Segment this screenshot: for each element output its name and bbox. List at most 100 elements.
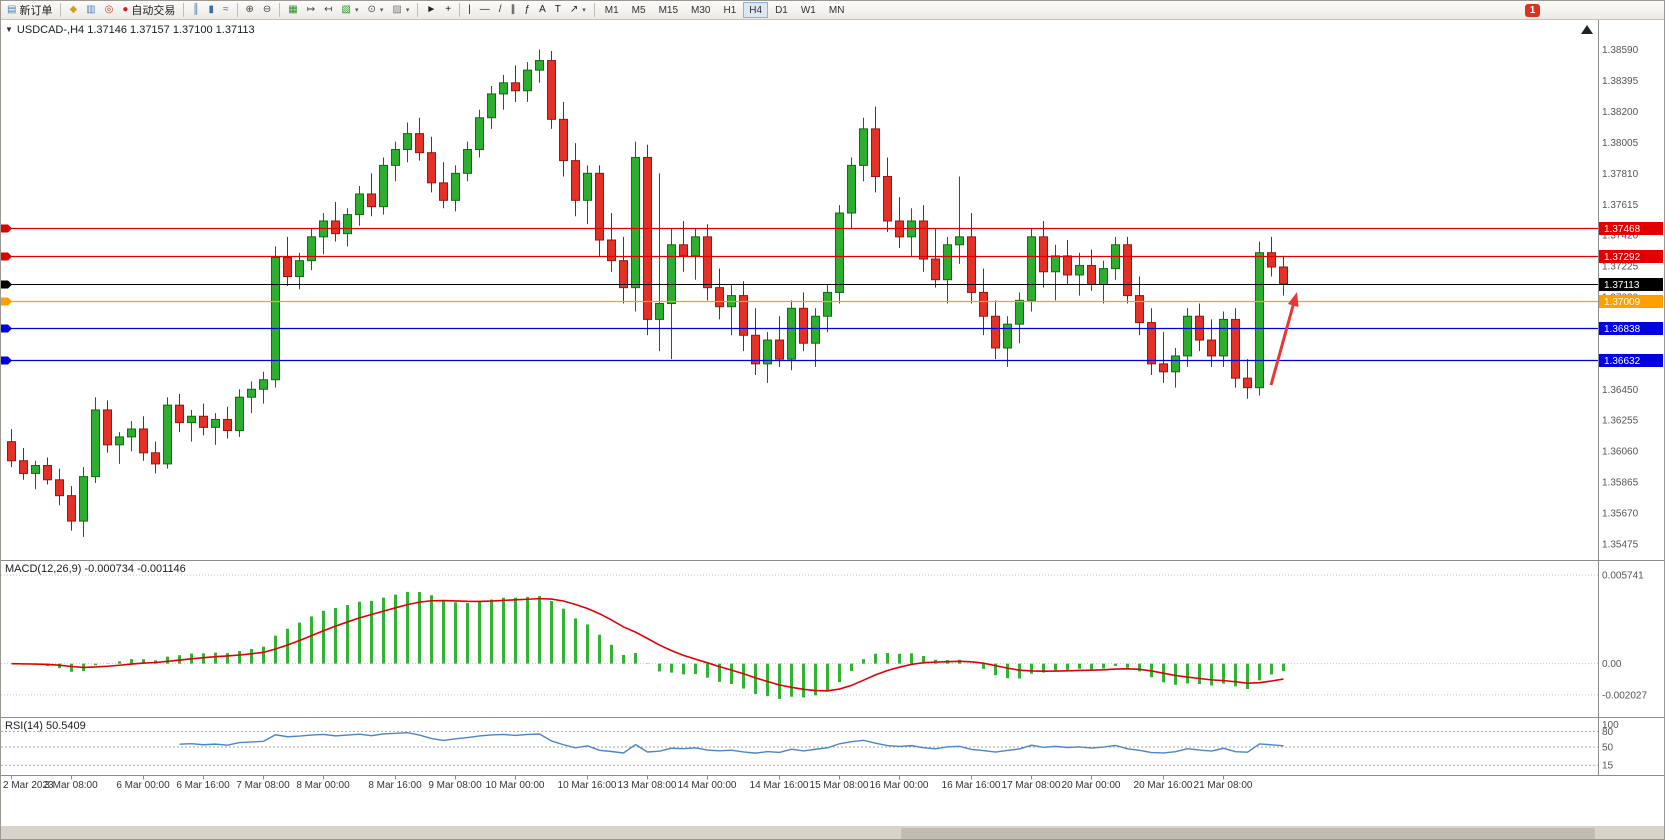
candle	[439, 182, 448, 201]
candle	[823, 291, 832, 317]
candle	[103, 409, 112, 446]
arrow-annotation[interactable]	[1269, 292, 1299, 386]
market-button[interactable]: ◆	[65, 2, 81, 18]
candlestick-button[interactable]: ▮	[204, 2, 218, 18]
channel-icon: ∥	[510, 4, 516, 15]
periods-button[interactable]: ⊙ ▾	[363, 2, 387, 18]
price-tag-label: 1.36838	[1604, 324, 1641, 335]
timeframe-m1[interactable]: M1	[599, 2, 625, 18]
svg-text:1.37420: 1.37420	[1602, 231, 1639, 242]
candle	[1039, 236, 1048, 273]
candle	[739, 295, 748, 336]
text-button[interactable]: A	[535, 2, 550, 18]
time-label: 8 Mar 00:00	[296, 780, 350, 791]
candle	[1099, 268, 1108, 285]
symbol-ohlc-text: USDCAD-,H4 1.37146 1.37157 1.37100 1.371…	[16, 24, 255, 36]
timeframe-m15[interactable]: M15	[653, 2, 684, 18]
arrows-icon: ↗	[569, 4, 579, 15]
timeframe-m30[interactable]: M30	[685, 2, 716, 18]
price-tag-label: 1.37009	[1604, 297, 1641, 308]
candle	[403, 133, 412, 151]
timeframe-h4[interactable]: H4	[743, 2, 769, 18]
zoom-out-button[interactable]: ⊖	[259, 2, 275, 18]
timeframe-w1[interactable]: W1	[795, 2, 822, 18]
templates-button[interactable]: ▨ ▾	[388, 2, 413, 18]
auto-scroll-button[interactable]: ↦	[303, 2, 319, 18]
zoom-in-button[interactable]: ⊕	[242, 2, 258, 18]
candle	[1183, 315, 1192, 357]
timeframe-mn[interactable]: MN	[823, 2, 851, 18]
candle	[19, 460, 28, 474]
collapse-icon[interactable]: ▼	[5, 25, 13, 34]
candle	[67, 495, 76, 522]
bar-chart-button[interactable]: ║	[188, 2, 203, 18]
candlestick-icon: ▮	[208, 4, 214, 15]
label-button[interactable]: T	[551, 2, 565, 18]
chart-shift-button[interactable]: ↤	[320, 2, 336, 18]
price-tag	[1599, 354, 1663, 367]
fibonacci-button[interactable]: ƒ	[521, 2, 535, 18]
timeframe-h1[interactable]: H1	[717, 2, 742, 18]
candle	[511, 82, 520, 92]
svg-text:1.38395: 1.38395	[1602, 76, 1639, 87]
timeframe-d1[interactable]: D1	[769, 2, 794, 18]
candle	[955, 236, 964, 246]
candle	[415, 133, 424, 154]
arrows-button[interactable]: ↗ ▾	[566, 2, 590, 18]
bottom-scrollbar-thumb[interactable]	[901, 828, 1595, 839]
signals-button[interactable]: ◎	[101, 2, 118, 18]
candle	[7, 441, 16, 462]
candle	[307, 236, 316, 262]
candle	[1243, 377, 1252, 389]
horizontal-line-button[interactable]: —	[476, 2, 494, 18]
autotrading-button-label: 自动交易	[131, 5, 176, 17]
macd-axis-label: 0.00	[1602, 659, 1622, 670]
new-order-button[interactable]: ▤ 新订单	[3, 2, 56, 18]
notification-badge[interactable]: 1	[1525, 3, 1540, 17]
macd-panel: 0.005741 0.00 -0.002027	[1, 571, 1647, 701]
line-chart-button[interactable]: ≈	[219, 2, 233, 18]
new-chart-button[interactable]: ▧ ▾	[338, 2, 363, 18]
cursor-button[interactable]: ►	[422, 2, 440, 18]
tile-windows-icon: ▦	[288, 4, 298, 15]
time-label: 16 Mar 00:00	[870, 780, 929, 791]
candle	[1219, 318, 1228, 357]
zoom-in-icon: ⊕	[245, 4, 254, 15]
profile-button[interactable]: ▥	[82, 2, 99, 18]
hline-left-marker	[1, 252, 12, 261]
trendline-button[interactable]: /	[495, 2, 506, 18]
chart-shift-marker[interactable]	[1581, 25, 1593, 34]
timeframe-m5[interactable]: M5	[626, 2, 652, 18]
arrowhead	[1287, 292, 1299, 307]
autotrading-icon: ●	[122, 4, 129, 15]
candle	[847, 164, 856, 214]
rsi-axis-label: 15	[1602, 761, 1614, 772]
hline-left-marker	[1, 297, 12, 306]
svg-text:1.37810: 1.37810	[1602, 169, 1639, 180]
autotrading-button[interactable]: ● 自动交易	[118, 2, 179, 18]
time-label: 6 Mar 16:00	[176, 780, 230, 791]
new-chart-icon: ▧	[341, 4, 351, 15]
candle	[1255, 252, 1264, 389]
candle	[163, 404, 172, 465]
channel-button[interactable]: ∥	[507, 2, 520, 18]
candle	[187, 415, 196, 424]
time-label: 2 Mar 2023	[3, 780, 54, 791]
candle	[1051, 255, 1060, 273]
candle	[667, 244, 676, 305]
rsi-axis-label: 100	[1602, 720, 1619, 731]
candle	[283, 256, 292, 278]
price-tag	[1599, 250, 1663, 263]
candle	[271, 256, 280, 381]
cursor-icon: ►	[426, 4, 437, 15]
tile-windows-button[interactable]: ▦	[284, 2, 301, 18]
candles	[7, 49, 1288, 537]
time-label: 8 Mar 16:00	[368, 780, 422, 791]
toolbar: ▤ 新订单 ◆ ▥ ◎ ● 自动交易 ║ ▮ ≈ ⊕ ⊖ ▦ ↦ ↤ ▧ ▾ ⊙ ▾ ▨ ▾ ► + | — / ∥ ƒ A T ↗ ▾ M1 M…	[1, 1, 1664, 20]
vertical-line-button[interactable]: |	[464, 2, 475, 18]
candle	[811, 315, 820, 344]
crosshair-button[interactable]: +	[441, 2, 455, 18]
periods-icon: ⊙	[367, 4, 376, 15]
svg-text:1.36255: 1.36255	[1602, 416, 1639, 427]
candle	[583, 172, 592, 201]
